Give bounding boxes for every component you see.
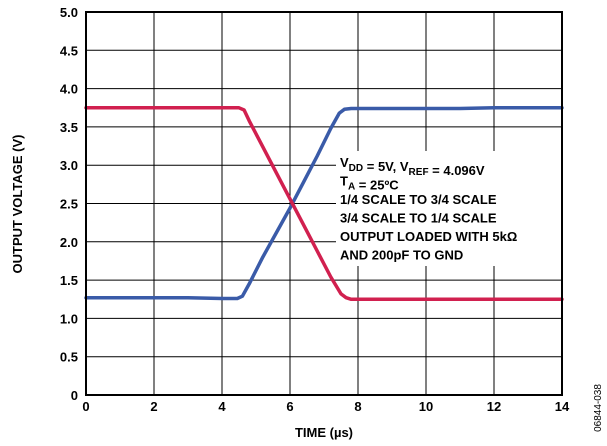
y-tick-label-3: 1.5 — [60, 273, 78, 288]
x-tick-label-4: 8 — [354, 399, 361, 414]
y-axis-ticks: 0 0.5 1.0 1.5 2.0 2.5 3.0 3.5 4.0 4.5 5.0 — [60, 5, 78, 403]
y-tick-label-10: 5.0 — [60, 5, 78, 20]
y-tick-label-4: 2.0 — [60, 235, 78, 250]
x-axis-label: TIME (µs) — [295, 425, 353, 440]
annotation-line-4: OUTPUT LOADED WITH 5kΩ — [340, 229, 517, 244]
annotation-line-3: 3/4 SCALE TO 1/4 SCALE — [340, 211, 497, 226]
x-axis-ticks: 0 2 4 6 8 10 12 14 — [82, 399, 570, 414]
x-tick-label-1: 2 — [150, 399, 157, 414]
y-tick-label-8: 4.0 — [60, 82, 78, 97]
y-tick-label-1: 0.5 — [60, 350, 78, 365]
annotation-background — [336, 151, 562, 266]
y-tick-label-5: 2.5 — [60, 197, 78, 212]
x-tick-label-2: 4 — [218, 399, 226, 414]
y-tick-label-9: 4.5 — [60, 43, 78, 58]
plot-frame — [85, 11, 563, 396]
y-tick-label-7: 3.5 — [60, 120, 78, 135]
series-line-0 — [84, 106, 564, 301]
y-tick-label-2: 1.0 — [60, 311, 78, 326]
annotation-line-1: TA = 25ºC — [340, 174, 399, 193]
annotation-line-5: AND 200pF TO GND — [340, 248, 463, 263]
y-tick-label-0: 0 — [71, 388, 78, 403]
x-tick-label-6: 12 — [487, 399, 501, 414]
x-tick-label-0: 0 — [82, 399, 89, 414]
x-tick-label-5: 10 — [419, 399, 433, 414]
annotation-line-0: VDD = 5V, VREF = 4.096V — [340, 155, 485, 178]
series-line-1 — [84, 106, 564, 302]
figure-id: 06844-038 — [593, 384, 604, 432]
x-tick-label-3: 6 — [286, 399, 293, 414]
x-tick-label-7: 14 — [555, 399, 570, 414]
y-tick-label-6: 3.0 — [60, 158, 78, 173]
data-series — [84, 106, 564, 302]
annotation-line-2: 1/4 SCALE TO 3/4 SCALE — [340, 192, 497, 207]
y-axis-label: OUTPUT VOLTAGE (V) — [10, 135, 25, 274]
